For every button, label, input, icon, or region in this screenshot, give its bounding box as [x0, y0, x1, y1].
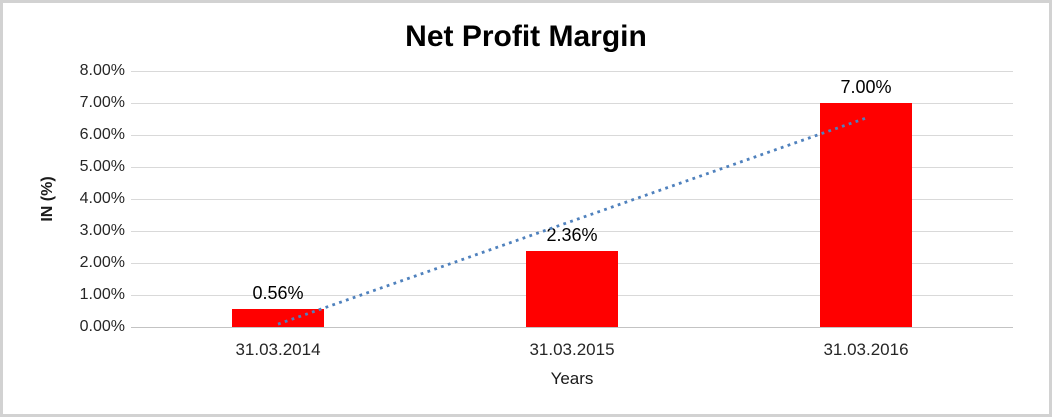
x-category-label: 31.03.2016	[823, 340, 909, 359]
bar-31.03.2015	[526, 251, 618, 327]
y-tick-label: 6.00%	[79, 126, 125, 143]
data-label: 2.36%	[546, 225, 598, 246]
y-tick-label: 8.00%	[79, 62, 125, 79]
data-label: 7.00%	[840, 77, 892, 97]
x-category-label: 31.03.2014	[235, 340, 321, 359]
gridline	[131, 71, 1013, 72]
chart-title: Net Profit Margin	[405, 20, 647, 53]
y-tick-label: 0.00%	[79, 318, 125, 335]
bar-31.03.2016	[820, 103, 912, 327]
gridline	[131, 103, 1013, 104]
y-tick-label: 4.00%	[79, 190, 125, 207]
x-axis-title: Years	[550, 369, 594, 388]
y-tick-label: 5.00%	[79, 158, 125, 175]
x-axis-line	[131, 327, 1013, 328]
x-category-label: 31.03.2015	[529, 340, 615, 359]
y-tick-label: 7.00%	[79, 94, 125, 111]
y-tick-label: 2.00%	[79, 254, 125, 271]
bar-31.03.2014	[232, 309, 324, 327]
y-tick-label: 1.00%	[79, 286, 125, 303]
data-label: 0.56%	[252, 283, 304, 304]
y-tick-label: 3.00%	[79, 222, 125, 239]
